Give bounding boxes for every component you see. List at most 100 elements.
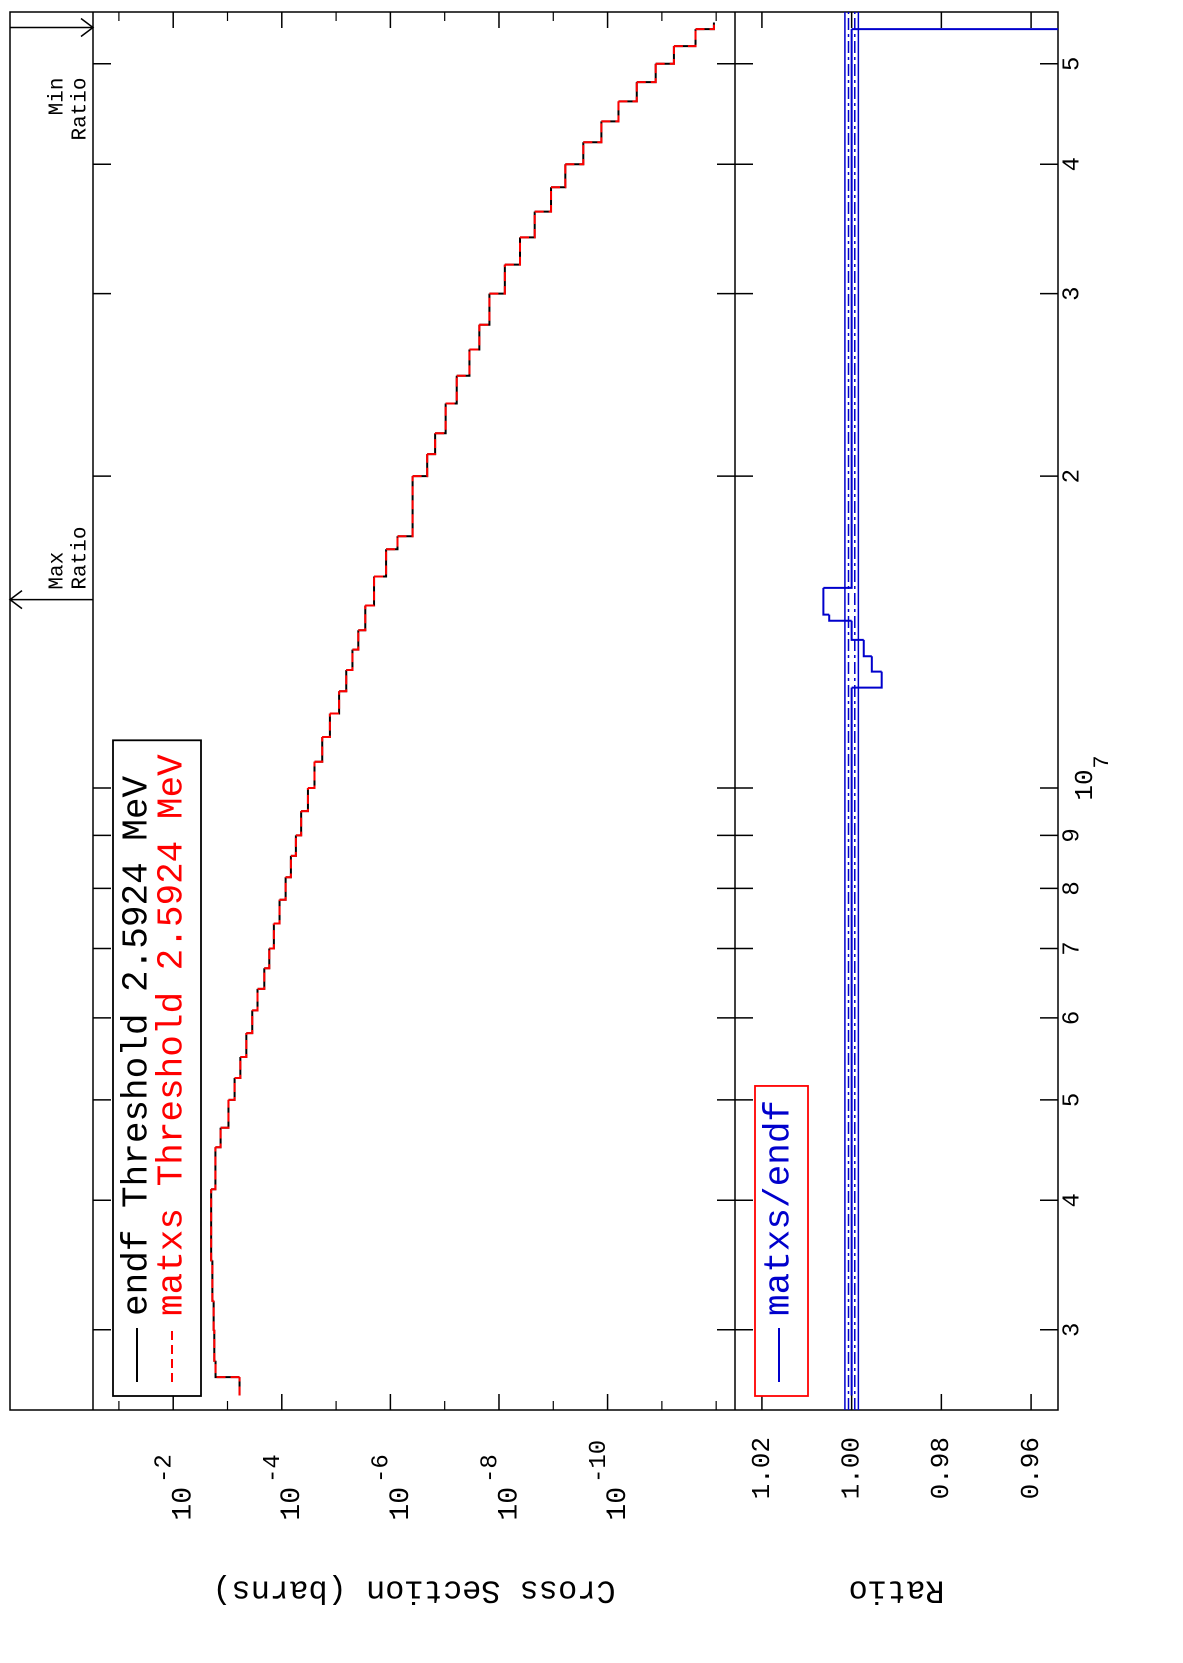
step [822, 587, 830, 616]
rotated-plot: Cross Section (barns) 10 -2 10 -4 10 -6 10 -8 10 -… [8, 11, 1115, 1609]
step [269, 923, 275, 950]
legend-box [112, 739, 202, 1397]
step [279, 877, 287, 901]
frame [9, 11, 1059, 1411]
series [822, 22, 1058, 1396]
step [210, 1235, 213, 1262]
step [534, 187, 553, 213]
step [397, 476, 414, 538]
y-tick-exponent: -8 [477, 1454, 504, 1483]
step [435, 403, 447, 435]
step [339, 669, 348, 693]
arrow-head [80, 17, 95, 38]
step [290, 835, 297, 857]
arrow-head [8, 589, 23, 610]
step [358, 605, 367, 632]
step [273, 899, 281, 925]
step [504, 237, 522, 266]
step [215, 1127, 222, 1149]
step [850, 620, 864, 641]
x-tick-label: 7 [1059, 941, 1086, 955]
step [851, 671, 883, 689]
x-tick-label: 10 [1070, 769, 1100, 800]
step [211, 1260, 214, 1302]
y-tick-exponent: -2 [152, 1454, 179, 1483]
x-tick-label: 4 [1059, 1193, 1086, 1207]
y-tick-label: 1.00 [837, 1437, 867, 1499]
step [307, 761, 316, 790]
legend-box [754, 1085, 809, 1397]
y-tick-label: 10 [386, 1487, 417, 1521]
step [301, 788, 309, 813]
x-tick-label: 9 [1059, 828, 1086, 842]
step [234, 1057, 242, 1079]
step [214, 1360, 240, 1379]
y-tick-label: 1.02 [747, 1437, 777, 1499]
step [314, 737, 324, 763]
step [246, 1010, 254, 1035]
step [257, 968, 266, 990]
step [264, 948, 271, 970]
step [285, 855, 292, 879]
x-tick-label: 2 [1059, 469, 1086, 483]
legend-label: endf Threshold 2.5924 MeV [117, 776, 158, 1316]
step [220, 1099, 230, 1129]
step [551, 164, 567, 189]
step [469, 324, 481, 351]
step [520, 211, 536, 239]
step [295, 811, 303, 837]
step [673, 29, 697, 48]
series [210, 22, 715, 1396]
annotation-text: Max [47, 552, 70, 590]
y-axis-label: Cross Section (barns) [212, 1572, 615, 1609]
step [870, 656, 882, 673]
step [240, 1033, 248, 1059]
step [618, 82, 638, 103]
step [386, 536, 399, 551]
y-tick-label: 10 [603, 1487, 634, 1521]
y-tick-label: 0.98 [926, 1437, 956, 1499]
step [228, 1077, 236, 1101]
y-tick-exponent: -4 [260, 1454, 287, 1483]
step [445, 375, 458, 405]
x-tick-label: 5 [1059, 57, 1086, 71]
step [565, 142, 585, 166]
x-tick-exponent: 7 [1090, 755, 1115, 768]
y-tick-label: 10 [169, 1487, 200, 1521]
y-tick-label: 10 [277, 1487, 308, 1521]
annotation-text: Ratio [70, 527, 93, 590]
y-tick-label: 10 [494, 1487, 525, 1521]
x-tick-label: 3 [1059, 1323, 1086, 1337]
step [601, 101, 620, 123]
annotation-text: Ratio [70, 78, 93, 141]
step [823, 29, 853, 589]
step [346, 649, 354, 671]
annotation-text: Min [47, 78, 70, 116]
legend-label: matxs/endf [759, 1100, 800, 1316]
legend: matxs/endf [754, 1085, 809, 1397]
step [479, 293, 491, 326]
step [456, 349, 471, 377]
step [365, 576, 376, 607]
y-tick-exponent: -10 [586, 1440, 613, 1483]
step [212, 1300, 215, 1331]
step [322, 713, 331, 739]
x-tick-label: 3 [1059, 286, 1086, 300]
step [213, 1329, 216, 1362]
step [695, 22, 715, 31]
x-tick-label: 4 [1059, 157, 1086, 171]
step [489, 264, 506, 295]
step [374, 549, 388, 578]
step [329, 691, 341, 715]
step [583, 121, 603, 144]
y-tick-exponent: -6 [369, 1454, 396, 1483]
y-tick-label: 0.96 [1016, 1437, 1046, 1499]
step [211, 1147, 217, 1191]
x-tick-label: 6 [1059, 1011, 1086, 1025]
x-tick-label: 5 [1059, 1093, 1086, 1107]
step [828, 614, 852, 622]
step [412, 454, 429, 478]
